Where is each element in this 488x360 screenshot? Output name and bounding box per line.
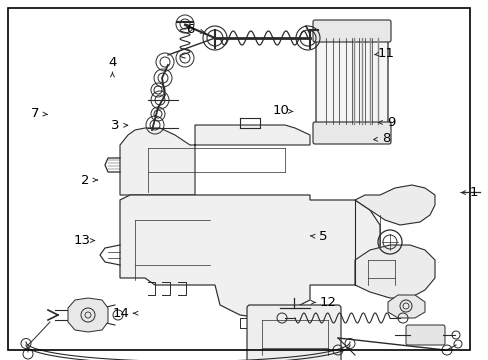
Text: 12: 12 — [319, 296, 335, 309]
Polygon shape — [354, 245, 434, 298]
Text: 2: 2 — [81, 174, 90, 186]
Text: 7: 7 — [31, 107, 40, 120]
Polygon shape — [120, 195, 379, 318]
Polygon shape — [120, 125, 309, 195]
Text: 13: 13 — [74, 234, 90, 247]
Text: 14: 14 — [113, 307, 129, 320]
Text: 3: 3 — [110, 119, 119, 132]
FancyBboxPatch shape — [246, 305, 340, 360]
Text: 9: 9 — [386, 116, 395, 129]
Text: 5: 5 — [318, 230, 326, 243]
Polygon shape — [387, 295, 424, 318]
FancyBboxPatch shape — [312, 122, 390, 144]
FancyBboxPatch shape — [315, 30, 387, 134]
Text: 4: 4 — [108, 57, 117, 69]
Text: 8: 8 — [381, 132, 390, 145]
Text: 6: 6 — [186, 23, 195, 36]
FancyBboxPatch shape — [405, 325, 444, 345]
Polygon shape — [68, 298, 108, 332]
Polygon shape — [354, 185, 434, 225]
Text: 10: 10 — [272, 104, 289, 117]
FancyBboxPatch shape — [312, 20, 390, 42]
Text: 1: 1 — [468, 186, 477, 199]
Text: 11: 11 — [377, 47, 394, 60]
